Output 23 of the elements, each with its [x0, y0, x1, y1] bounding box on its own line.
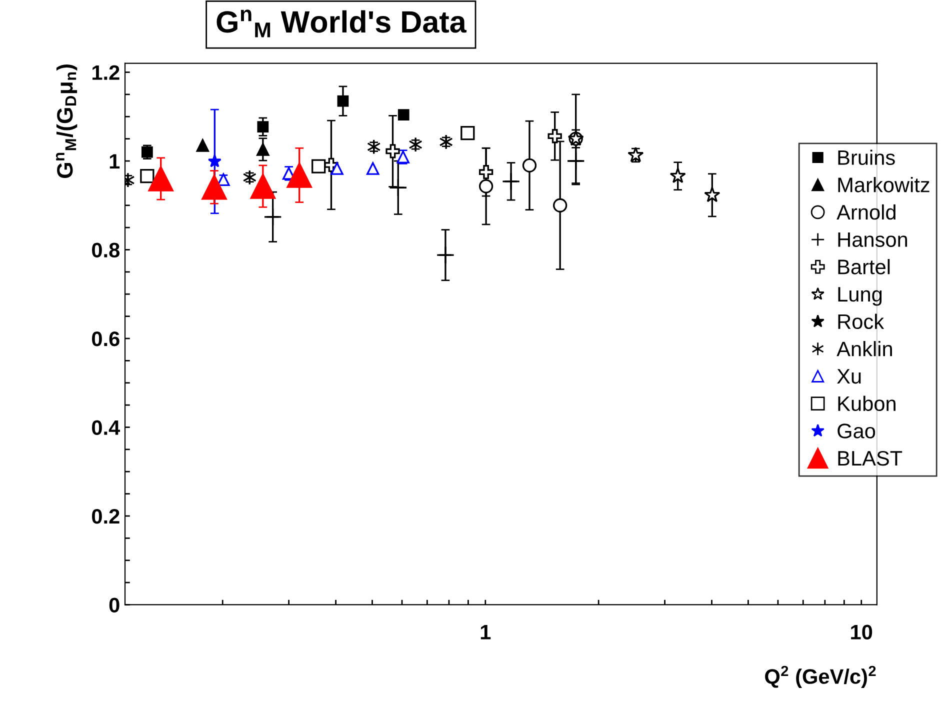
y-tick-label: 1.2 [92, 65, 120, 80]
legend-label: Lung [838, 287, 882, 306]
legend-label: Kubon [838, 396, 896, 412]
x-tick-label: 10 [851, 624, 872, 640]
y-tick-label: 0.4 [92, 420, 120, 435]
x-axis-title: Q$^{2}$ (GeV/c)$^{2}$ [765, 666, 876, 688]
y-tick-label: 0.8 [92, 242, 120, 258]
chart-title: G$^{n}$$_{M}$ World's Data [216, 10, 467, 38]
legend-label: Bruins [838, 150, 895, 165]
y-tick-label: 0.2 [92, 508, 120, 524]
legend-label: Arnold [836, 204, 896, 220]
legend-label: Gao [838, 424, 876, 438]
legend-label: Bartel [838, 259, 890, 274]
y-tick-label: 1 [110, 154, 120, 169]
legend-label: Rock [838, 314, 884, 330]
y-tick-label: 0.6 [92, 331, 120, 346]
legend-label: BLAST [838, 450, 902, 466]
legend-label: Anklin [836, 341, 892, 356]
legend-label: Markowitz [838, 177, 930, 192]
legend-label: Xu [837, 369, 861, 384]
y-axis-title: G$^{n}$$_{M}$/(G$_{D}$μ$_{n}$) [56, 64, 78, 178]
legend-label: Hanson [838, 232, 908, 248]
y-tick-label: 0 [109, 598, 120, 612]
